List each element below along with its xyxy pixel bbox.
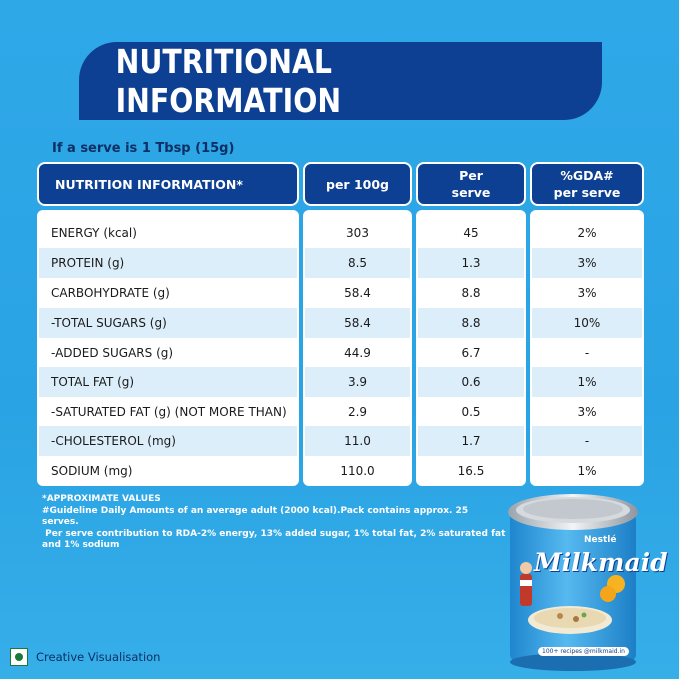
table-cell: 1% xyxy=(532,367,642,397)
serve-size-note: If a serve is 1 Tbsp (15g) xyxy=(52,141,235,156)
footnote-rda: Per serve contribution to RDA-2% energy,… xyxy=(42,528,506,539)
veg-mark-icon xyxy=(10,648,28,666)
header-nutrition-information: NUTRITION INFORMATION* xyxy=(37,162,299,206)
header-per-100g: per 100g xyxy=(303,162,412,206)
table-cell: 8.8 xyxy=(418,308,524,338)
table-cell: - xyxy=(584,345,590,360)
nutrient-name-column: ENERGY (kcal) PROTEIN (g) CARBOHYDRATE (… xyxy=(37,210,299,486)
table-cell: 303 xyxy=(346,225,369,240)
table-cell: 58.4 xyxy=(344,285,371,300)
page-title: NUTRITIONAL INFORMATION xyxy=(115,42,342,120)
title-banner: NUTRITIONAL INFORMATION xyxy=(79,42,602,120)
table-cell: 110.0 xyxy=(340,463,375,478)
table-cell: 2% xyxy=(577,225,597,240)
table-cell: 3% xyxy=(577,285,597,300)
table-row: -TOTAL SUGARS (g) xyxy=(39,308,297,338)
table-row: SODIUM (mg) xyxy=(51,463,133,478)
per-100g-column: 303 8.5 58.4 58.4 44.9 3.9 2.9 11.0 110.… xyxy=(303,210,412,486)
can-brand-label: Nestlé xyxy=(584,535,617,545)
table-row: PROTEIN (g) xyxy=(39,248,297,278)
table-cell: 6.7 xyxy=(461,345,481,360)
table-cell: 16.5 xyxy=(457,463,485,478)
table-row: -CHOLESTEROL (mg) xyxy=(39,426,297,456)
table-cell: 1.3 xyxy=(418,248,524,278)
table-row: CARBOHYDRATE (g) xyxy=(51,285,170,300)
table-cell: - xyxy=(532,426,642,456)
table-row: ENERGY (kcal) xyxy=(51,225,137,240)
table-cell: 58.4 xyxy=(305,308,410,338)
footnote-gda: #Guideline Daily Amounts of an average a… xyxy=(42,505,469,528)
table-cell: 8.8 xyxy=(461,285,481,300)
table-cell: 1% xyxy=(577,463,597,478)
can-product-name: Milkmaid xyxy=(534,548,668,577)
table-cell: 3.9 xyxy=(305,367,410,397)
table-cell: 11.0 xyxy=(305,426,410,456)
table-row: -ADDED SUGARS (g) xyxy=(51,345,174,360)
table-cell: 45 xyxy=(463,225,479,240)
table-cell: 10% xyxy=(532,308,642,338)
footnote-approximate: *APPROXIMATE VALUES xyxy=(42,494,161,504)
per-serve-column: 45 1.3 8.8 8.8 6.7 0.6 0.5 1.7 16.5 xyxy=(416,210,526,486)
table-row: TOTAL FAT (g) xyxy=(39,367,297,397)
gda-column: 2% 3% 3% 10% - 1% 3% - 1% xyxy=(530,210,644,486)
table-cell: 1.7 xyxy=(418,426,524,456)
can-illustration xyxy=(508,494,638,671)
table-cell: 3% xyxy=(577,404,597,419)
footnotes: *APPROXIMATE VALUES #Guideline Daily Amo… xyxy=(42,494,506,552)
table-cell: 0.6 xyxy=(418,367,524,397)
table-cell: 0.5 xyxy=(461,404,481,419)
creative-visualisation-note: Creative Visualisation xyxy=(10,648,160,666)
table-cell: 2.9 xyxy=(347,404,368,419)
can-tagline: 100+ recipes @milkmaid.in xyxy=(538,647,629,656)
header-gda-per-serve: %GDA# per serve xyxy=(530,162,644,206)
table-row: -SATURATED FAT (g) (NOT MORE THAN) xyxy=(51,404,287,419)
table-cell: 3% xyxy=(532,248,642,278)
table-cell: 8.5 xyxy=(305,248,410,278)
header-per-serve: Per serve xyxy=(416,162,526,206)
table-cell: 44.9 xyxy=(344,345,371,360)
footnote-sodium: and 1% sodium xyxy=(42,540,120,550)
milkmaid-can-image xyxy=(498,488,648,673)
